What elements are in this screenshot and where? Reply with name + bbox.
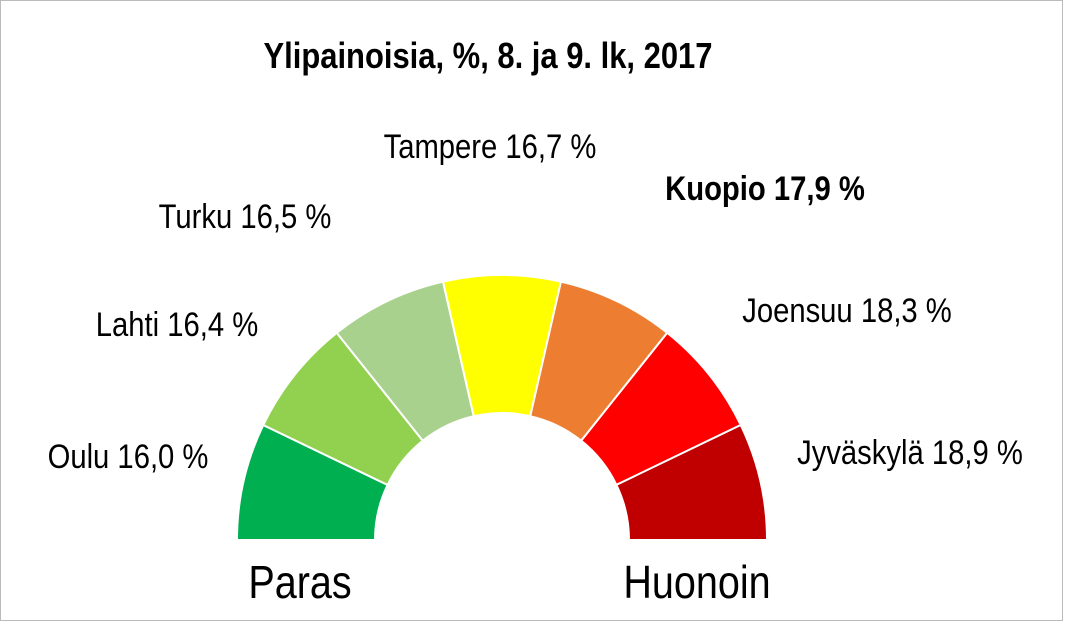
category-name: Tampere bbox=[384, 127, 498, 166]
value-label: 16,0 % bbox=[117, 437, 208, 476]
value-label: 16,5 % bbox=[240, 197, 331, 236]
category-name: Turku bbox=[159, 197, 233, 236]
category-name: Kuopio bbox=[665, 169, 766, 208]
chart-title: Ylipainoisia, %, 8. ja 9. lk, 2017 bbox=[264, 37, 713, 77]
category-name: Joensuu bbox=[742, 291, 852, 330]
segment-label: Turku 16,5 % bbox=[159, 197, 332, 236]
value-label: 16,4 % bbox=[167, 305, 258, 344]
value-label: 16,7 % bbox=[505, 127, 596, 166]
segment-label: Jyväskylä 18,9 % bbox=[797, 433, 1023, 472]
gauge-segment bbox=[615, 423, 769, 541]
value-label: 17,9 % bbox=[774, 169, 865, 208]
value-label: 18,3 % bbox=[861, 291, 952, 330]
segment-label: Kuopio 17,9 % bbox=[665, 169, 865, 208]
segment-label: Joensuu 18,3 % bbox=[742, 291, 952, 330]
category-name: Oulu bbox=[48, 437, 110, 476]
right-label: Huonoin bbox=[623, 557, 770, 608]
segment-label: Lahti 16,4 % bbox=[96, 305, 258, 344]
value-label: 18,9 % bbox=[932, 433, 1023, 472]
segment-label: Tampere 16,7 % bbox=[384, 127, 597, 166]
segment-label: Oulu 16,0 % bbox=[48, 437, 209, 476]
left-label: Paras bbox=[248, 557, 351, 608]
category-name: Jyväskylä bbox=[797, 433, 924, 472]
category-name: Lahti bbox=[96, 305, 159, 344]
